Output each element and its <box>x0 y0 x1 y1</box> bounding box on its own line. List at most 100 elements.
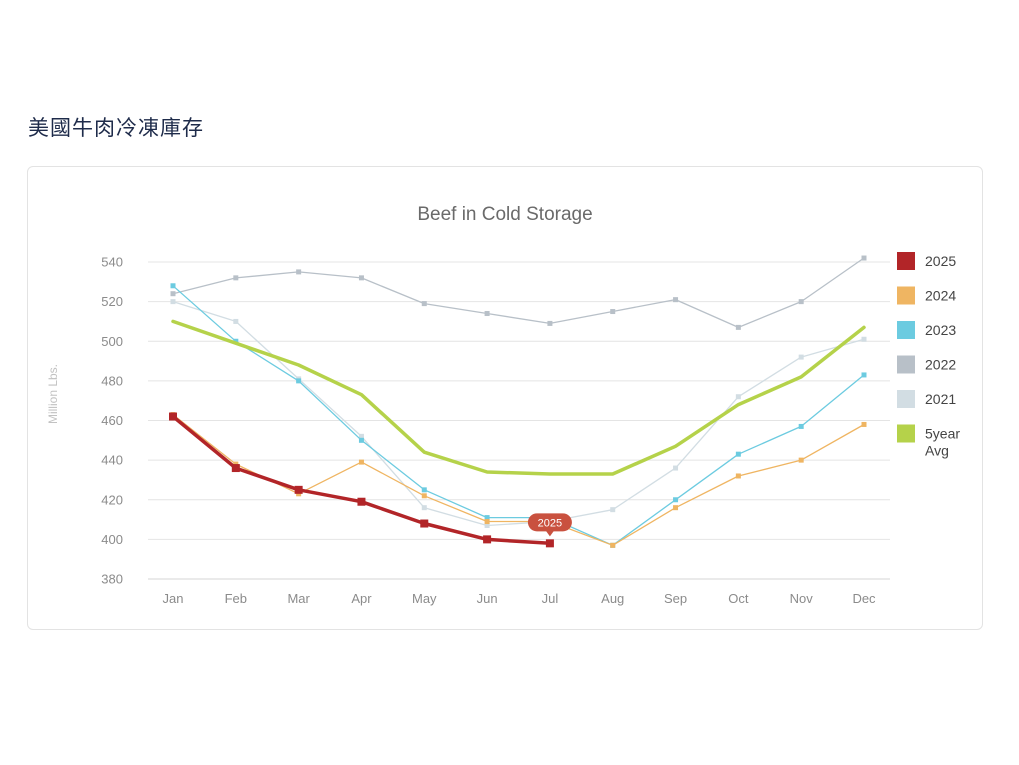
legend-item-2022[interactable]: 2022 <box>897 355 956 374</box>
data-point[interactable] <box>798 423 804 429</box>
series-line-2024 <box>172 413 865 546</box>
data-point[interactable] <box>545 539 554 548</box>
legend-label: 2021 <box>925 391 956 407</box>
legend-swatch <box>897 252 915 270</box>
legend-label: 5year Avg <box>925 426 960 459</box>
chart-card: Beef in Cold Storage Million Lbs. 380 400… <box>27 166 983 630</box>
x-tick-label: Apr <box>351 591 372 606</box>
legend-swatch <box>897 424 915 443</box>
y-tick-label: 380 <box>101 572 123 587</box>
data-point[interactable] <box>233 275 239 281</box>
legend-label: 2023 <box>925 322 956 338</box>
series-line-5year-avg <box>171 319 866 476</box>
data-point[interactable] <box>358 437 364 443</box>
legend: 2025 2024 2023 2022 2021 5year Avg <box>897 252 960 459</box>
tooltip-label: 2025 <box>538 517 562 529</box>
data-point[interactable] <box>735 394 741 400</box>
data-point[interactable] <box>861 372 867 378</box>
data-point[interactable] <box>484 519 490 525</box>
legend-item-2025[interactable]: 2025 <box>897 252 956 270</box>
x-tick-label: Jul <box>542 591 559 606</box>
data-point[interactable] <box>673 465 679 471</box>
data-point[interactable] <box>861 421 867 427</box>
data-point[interactable] <box>421 301 427 307</box>
data-point[interactable] <box>421 487 427 493</box>
data-point[interactable] <box>484 523 490 529</box>
tooltip-bubble <box>527 513 572 532</box>
legend-label: 2025 <box>925 253 956 269</box>
data-point[interactable] <box>421 493 427 499</box>
data-point[interactable] <box>357 497 366 506</box>
legend-item-2023[interactable]: 2023 <box>897 321 956 339</box>
chart-title: Beef in Cold Storage <box>417 204 592 225</box>
tooltip-pointer <box>545 530 554 537</box>
y-axis: 380 400 420 440 460 480 500 520 540 <box>101 255 123 587</box>
y-axis-label: Million Lbs. <box>46 364 60 424</box>
data-point[interactable] <box>233 318 239 324</box>
tooltip: 2025 <box>527 513 572 537</box>
data-point[interactable] <box>296 378 302 384</box>
data-point[interactable] <box>296 269 302 275</box>
data-point[interactable] <box>861 336 867 342</box>
data-point[interactable] <box>484 515 490 521</box>
x-tick-label: Jun <box>477 591 498 606</box>
x-tick-label: Feb <box>225 591 247 606</box>
data-point[interactable] <box>421 505 427 511</box>
data-point[interactable] <box>483 535 492 544</box>
data-point[interactable] <box>547 320 553 326</box>
data-point[interactable] <box>231 464 240 473</box>
x-tick-label: Jan <box>163 591 184 606</box>
data-point[interactable] <box>673 497 679 503</box>
series-2022 <box>170 255 867 330</box>
y-tick-label: 540 <box>101 255 123 270</box>
y-tick-label: 500 <box>101 334 123 349</box>
gridlines <box>148 261 890 580</box>
x-tick-label: May <box>412 591 437 606</box>
x-tick-label: Aug <box>601 591 624 606</box>
data-point[interactable] <box>358 275 364 281</box>
y-tick-label: 420 <box>101 492 123 507</box>
y-tick-label: 480 <box>101 373 123 388</box>
x-axis: Jan Feb Mar Apr May Jun Jul Aug Sep Oct Nov Dec <box>163 591 877 606</box>
data-point[interactable] <box>610 542 616 548</box>
legend-item-5year-avg[interactable]: 5year Avg <box>897 424 960 459</box>
data-point[interactable] <box>861 255 867 261</box>
data-point[interactable] <box>798 299 804 305</box>
data-point[interactable] <box>420 519 429 528</box>
x-tick-label: Dec <box>852 591 876 606</box>
series-line-2023 <box>172 285 865 546</box>
data-point[interactable] <box>484 311 490 317</box>
data-point[interactable] <box>169 412 177 421</box>
series-2021 <box>170 299 867 529</box>
series-line-2022 <box>172 257 865 329</box>
series-line-2021 <box>172 300 865 527</box>
page-heading: 美國牛肉冷凍庫存 <box>28 116 204 140</box>
x-tick-label: Nov <box>790 591 814 606</box>
data-point[interactable] <box>170 299 176 305</box>
x-tick-label: Sep <box>664 591 687 606</box>
data-point[interactable] <box>735 473 741 479</box>
data-point[interactable] <box>673 297 679 303</box>
data-point[interactable] <box>358 459 364 465</box>
data-point[interactable] <box>735 451 741 457</box>
data-point[interactable] <box>170 291 176 297</box>
y-tick-label: 400 <box>101 532 123 547</box>
data-point[interactable] <box>798 354 804 360</box>
data-point[interactable] <box>610 507 616 513</box>
line-chart: Beef in Cold Storage Million Lbs. 380 400… <box>46 204 960 606</box>
legend-item-2024[interactable]: 2024 <box>897 286 956 305</box>
series-2023 <box>170 283 867 548</box>
data-point[interactable] <box>673 505 679 511</box>
y-tick-label: 520 <box>101 294 123 309</box>
legend-item-2021[interactable]: 2021 <box>897 390 956 408</box>
data-point[interactable] <box>798 457 804 463</box>
data-point[interactable] <box>294 485 303 494</box>
y-tick-label: 440 <box>101 453 123 468</box>
data-point[interactable] <box>735 324 741 330</box>
data-point[interactable] <box>358 433 364 439</box>
data-point[interactable] <box>170 283 176 289</box>
data-point[interactable] <box>610 309 616 315</box>
legend-swatch <box>897 390 915 408</box>
series-5year-avg <box>171 319 866 476</box>
data-point[interactable] <box>233 338 239 344</box>
